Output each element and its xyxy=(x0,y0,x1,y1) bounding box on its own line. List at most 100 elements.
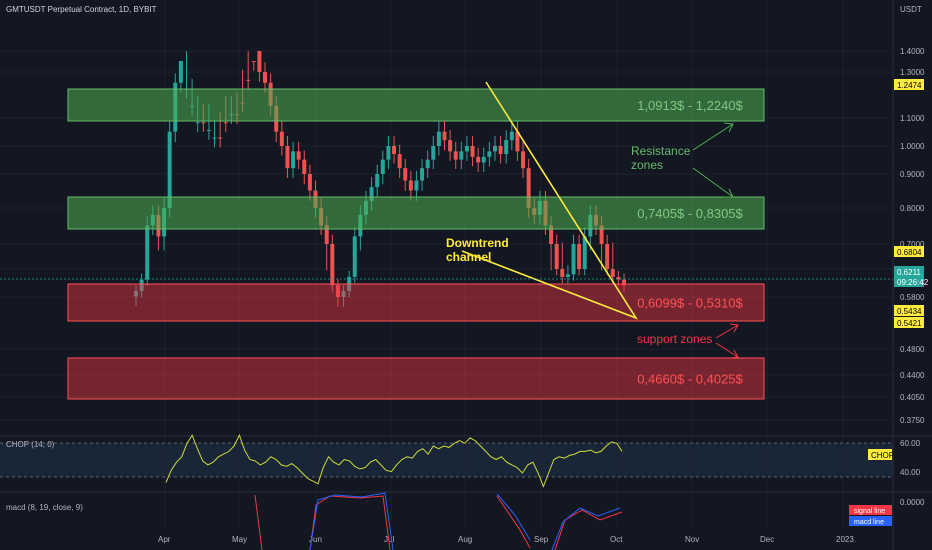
candle-body xyxy=(498,146,503,155)
candle-body xyxy=(246,79,251,81)
candle-body xyxy=(442,131,447,141)
candle-body xyxy=(307,174,312,191)
candle-body xyxy=(386,146,391,160)
arrow-line xyxy=(692,123,734,151)
candle-body xyxy=(330,244,335,286)
candle-body xyxy=(414,180,419,191)
candle-body xyxy=(464,146,469,152)
price-tick-label: 1.3000 xyxy=(900,68,925,77)
candle-body xyxy=(212,137,217,139)
price-badge-label: 0.5421 xyxy=(897,319,922,328)
resistance-zone xyxy=(67,196,765,230)
candle-body xyxy=(476,156,481,163)
candle-body xyxy=(263,72,268,83)
support-zone xyxy=(67,357,765,400)
candle-body xyxy=(291,151,296,169)
candle-body xyxy=(167,131,172,208)
candle-body xyxy=(554,244,559,269)
resistance-annotation: zones xyxy=(631,158,663,172)
price-unit: USDT xyxy=(900,5,922,14)
candle-body xyxy=(582,236,587,269)
time-tick-label: Jun xyxy=(309,535,322,544)
time-tick-label: 2023 xyxy=(836,535,854,544)
arrow-head xyxy=(723,122,734,133)
macd-tick-label: 0.0000 xyxy=(900,498,925,507)
price-badge xyxy=(894,79,924,90)
time-tick-label: Sep xyxy=(534,535,549,544)
candle-body xyxy=(622,279,626,286)
zone-label: 0,4660$ - 0,4025$ xyxy=(637,372,743,387)
price-tick-label: 0.4400 xyxy=(900,371,925,380)
candle-body xyxy=(571,244,576,275)
arrow-line xyxy=(715,324,739,339)
candle-body xyxy=(420,168,425,181)
arrow-head xyxy=(729,349,739,359)
price-tick-label: 0.9000 xyxy=(900,170,925,179)
price-badge-label: 09:26:42 xyxy=(897,278,929,287)
candle-body xyxy=(408,180,413,191)
candle-body xyxy=(431,146,436,160)
candle-body xyxy=(392,146,397,155)
price-tick-label: 0.4800 xyxy=(900,345,925,354)
price-badge xyxy=(894,266,924,277)
candle-body xyxy=(201,122,206,124)
downtrend-label: Downtrend xyxy=(446,236,509,250)
macd-signal-line xyxy=(254,494,623,550)
time-tick-label: Dec xyxy=(760,535,774,544)
candle-body xyxy=(352,236,357,277)
candle-body xyxy=(504,140,509,155)
candle-body xyxy=(459,151,464,160)
candle-body xyxy=(206,129,211,131)
support-zone xyxy=(67,283,765,322)
support-annotation: support zones xyxy=(637,332,712,346)
chop-tag xyxy=(868,449,892,460)
candle-body xyxy=(470,146,475,157)
time-tick-label: May xyxy=(232,535,247,544)
time-tick-label: Oct xyxy=(610,535,623,544)
macd-legend-label: signal line xyxy=(854,508,885,515)
price-badge xyxy=(894,317,924,328)
macd-legend-label: macd line xyxy=(854,519,884,526)
candle-body xyxy=(436,131,441,146)
time-tick-label: Nov xyxy=(685,535,699,544)
candle-body xyxy=(285,146,290,169)
candle-body xyxy=(178,60,183,83)
price-tick-label: 0.4050 xyxy=(900,393,925,402)
candle-body xyxy=(324,225,329,244)
price-tick-label: 1.1000 xyxy=(900,114,925,123)
symbol-title: GMTUSDT Perpetual Contract, 1D, BYBIT xyxy=(6,5,157,14)
zone-label: 0,7405$ - 0,8305$ xyxy=(637,206,743,221)
price-badge-label: 1.2474 xyxy=(897,81,922,90)
arrow-head xyxy=(724,188,734,198)
resistance-annotation: Resistance xyxy=(631,144,691,158)
candle-body xyxy=(453,151,458,160)
downtrend-label: channel xyxy=(446,250,491,264)
candle-body xyxy=(448,140,453,152)
chop-line xyxy=(165,433,623,488)
candle-body xyxy=(560,269,565,277)
arrow-head xyxy=(729,323,739,333)
candle-body xyxy=(492,146,497,152)
price-tick-label: 1.4000 xyxy=(900,47,925,56)
candle-body xyxy=(380,159,385,174)
candle-body xyxy=(341,291,346,297)
price-badge-label: 0.6804 xyxy=(897,248,922,257)
candle-body xyxy=(218,137,223,139)
candle-body xyxy=(403,168,408,181)
macd-title: macd (8, 19, close, 9) xyxy=(6,503,83,512)
candle-body xyxy=(526,168,531,208)
price-tick-label: 0.5800 xyxy=(900,293,925,302)
macd-legend-swatch xyxy=(849,516,892,526)
candle-body xyxy=(515,131,520,152)
candle-body xyxy=(599,225,604,244)
chop-title: CHOP (14, 0) xyxy=(6,440,55,449)
price-tick-label: 0.8000 xyxy=(900,204,925,213)
zone-label: 0,6099$ - 0,5310$ xyxy=(637,296,743,311)
downtrend-channel-lines xyxy=(461,81,638,320)
candle-body xyxy=(487,151,492,157)
candle-body xyxy=(369,187,374,201)
arrow-line xyxy=(692,167,734,198)
macd-legend-swatch xyxy=(849,505,892,515)
